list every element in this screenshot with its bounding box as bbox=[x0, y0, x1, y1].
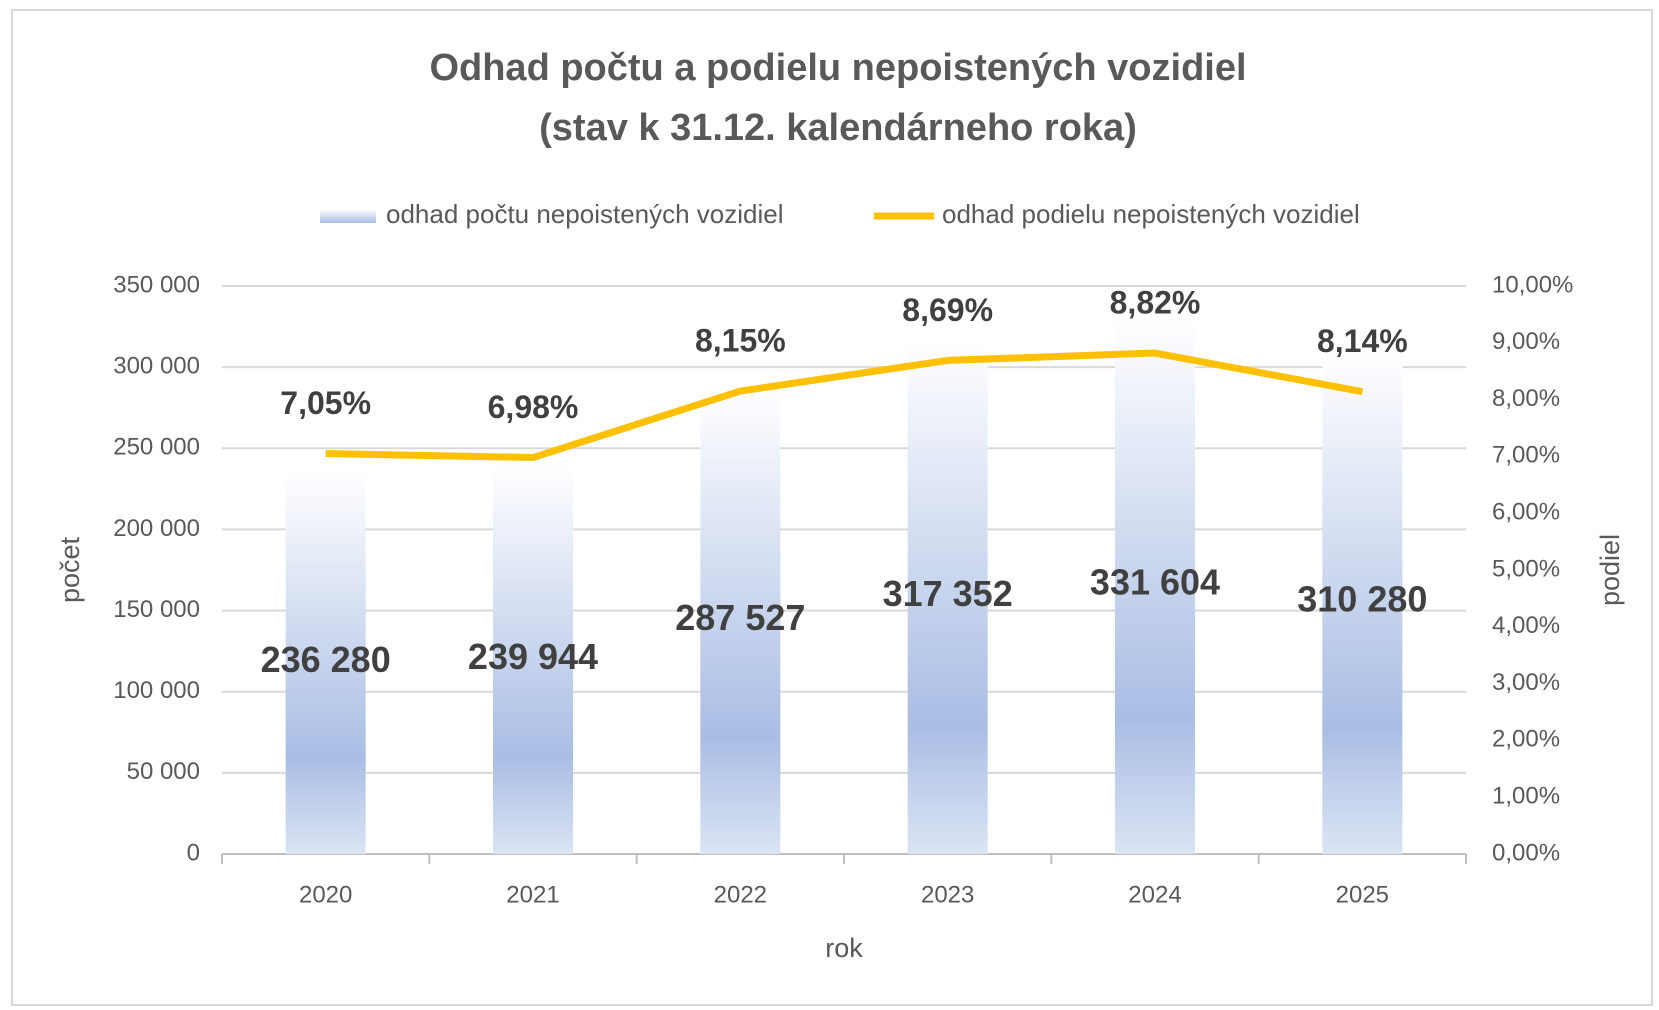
x-tick-label: 2022 bbox=[714, 881, 767, 908]
line-value-label: 6,98% bbox=[488, 389, 579, 425]
y-tick-label: 100 000 bbox=[113, 677, 200, 704]
line-value-label: 8,82% bbox=[1110, 284, 1201, 320]
line-value-label: 7,05% bbox=[280, 385, 371, 421]
y2-tick-label: 2,00% bbox=[1492, 726, 1560, 753]
bar bbox=[700, 387, 781, 854]
y2-axis-label: podiel bbox=[1595, 534, 1625, 606]
line-value-label: 8,14% bbox=[1317, 323, 1408, 359]
x-tick-label: 2021 bbox=[506, 881, 559, 908]
bar-value-label: 287 527 bbox=[675, 597, 805, 638]
y-tick-label: 0 bbox=[187, 839, 200, 866]
bar bbox=[493, 464, 573, 854]
x-axis-label: rok bbox=[825, 933, 863, 963]
y-axis-label: počet bbox=[55, 536, 85, 603]
y2-tick-label: 8,00% bbox=[1492, 385, 1560, 412]
x-tick-label: 2023 bbox=[921, 881, 974, 908]
line-value-label: 8,69% bbox=[902, 292, 993, 328]
bar-value-label: 236 280 bbox=[261, 639, 391, 680]
y-tick-label: 350 000 bbox=[113, 271, 200, 298]
legend-label: odhad podielu nepoistených vozidiel bbox=[942, 199, 1360, 229]
y2-tick-label: 4,00% bbox=[1492, 612, 1560, 639]
line-series bbox=[325, 349, 1363, 462]
bar-value-label: 331 604 bbox=[1090, 561, 1220, 602]
bar bbox=[1115, 315, 1195, 854]
y2-tick-label: 3,00% bbox=[1492, 669, 1560, 696]
line-value-label: 8,15% bbox=[695, 323, 786, 359]
legend-swatch bbox=[320, 209, 376, 223]
x-tick-label: 2024 bbox=[1128, 881, 1181, 908]
y2-tick-label: 10,00% bbox=[1492, 271, 1573, 298]
bar bbox=[1322, 350, 1403, 854]
bar bbox=[285, 470, 366, 854]
y-tick-label: 300 000 bbox=[113, 352, 200, 379]
bar-value-label: 310 280 bbox=[1297, 579, 1427, 620]
bar bbox=[907, 338, 988, 854]
x-tick-label: 2025 bbox=[1336, 881, 1389, 908]
y-tick-label: 250 000 bbox=[113, 434, 200, 461]
y2-tick-label: 1,00% bbox=[1492, 783, 1560, 810]
y2-tick-label: 0,00% bbox=[1492, 839, 1560, 866]
y-tick-label: 200 000 bbox=[113, 515, 200, 542]
bar-value-label: 239 944 bbox=[468, 636, 598, 677]
x-tick-label: 2020 bbox=[299, 881, 352, 908]
y-tick-label: 150 000 bbox=[113, 596, 200, 623]
chart-title: Odhad počtu a podielu nepoistených vozid… bbox=[429, 47, 1246, 89]
y2-tick-label: 6,00% bbox=[1492, 499, 1560, 526]
chart-frame bbox=[11, 9, 1653, 1006]
bar-value-label: 317 352 bbox=[883, 573, 1013, 614]
chart-subtitle: (stav k 31.12. kalendárneho roka) bbox=[539, 107, 1137, 149]
y2-tick-label: 5,00% bbox=[1492, 555, 1560, 582]
y2-tick-label: 7,00% bbox=[1492, 442, 1560, 469]
legend-label: odhad počtu nepoistených vozidiel bbox=[386, 199, 784, 229]
y-tick-label: 50 000 bbox=[127, 758, 200, 785]
y2-tick-label: 9,00% bbox=[1492, 328, 1560, 355]
